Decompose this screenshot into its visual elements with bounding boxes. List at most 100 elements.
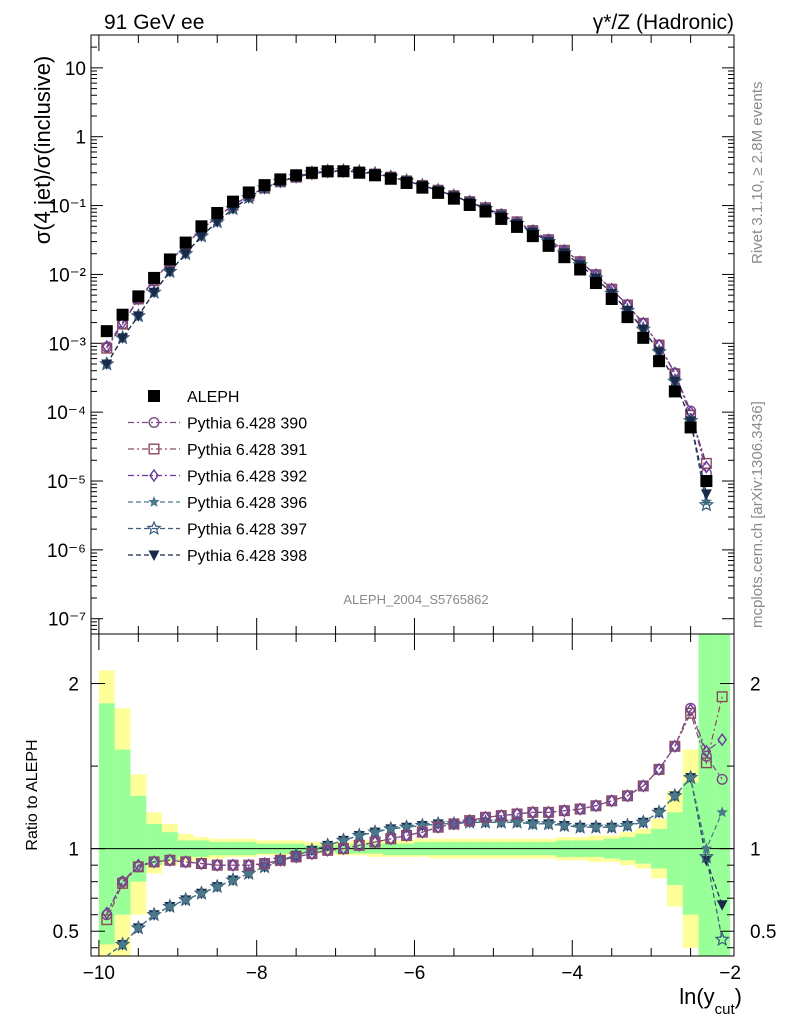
legend-pythia-6-428-396-marker xyxy=(148,496,160,507)
ratio-pythia-6-428-396-point xyxy=(590,821,602,833)
x-tick-label: −4 xyxy=(561,963,583,984)
header-left: 91 GeV ee xyxy=(104,11,204,34)
ratio-pythia-6-428-390-point xyxy=(322,844,334,856)
ratio-pythia-6-428-397-point xyxy=(556,817,573,833)
legend-pythia-6-428-397-marker xyxy=(146,520,162,536)
ratio-pythia-6-428-397-point xyxy=(383,820,399,836)
pythia-6-428-398-point xyxy=(132,311,144,322)
aleph-point xyxy=(116,308,129,321)
aleph-point xyxy=(526,230,539,243)
ratio-pythia-6-428-390-point xyxy=(337,843,349,855)
ratio-pythia-6-428-396-point xyxy=(227,874,239,885)
aleph-point xyxy=(432,186,445,199)
ratio-y-tick-label: 0.5 xyxy=(53,922,79,943)
ratio-pythia-6-428-391-point xyxy=(685,707,697,719)
pythia-6-428-398-point xyxy=(669,376,681,388)
ratio-pythia-6-428-397-point xyxy=(414,817,431,833)
green-band-bin xyxy=(98,703,115,945)
legend-pythia-6-428-392-label: Pythia 6.428 392 xyxy=(187,469,307,486)
ratio-pythia-6-428-390-point xyxy=(574,803,586,815)
axes: 10 1 10⁻¹ 10⁻² 10⁻³ 10⁻⁴ 10⁻⁵ 10⁻⁶ 10⁻⁷ −10 −8 −6 −4… xyxy=(47,34,776,984)
ratio-pythia-6-428-390-point xyxy=(227,859,239,871)
ratio-pythia-6-428-390-point xyxy=(132,861,144,873)
aleph-point xyxy=(589,277,602,290)
ratio-pythia-6-428-390-point xyxy=(558,805,570,817)
ratio-y-tick-label-right: 0.5 xyxy=(750,922,776,943)
main-y-tick-label: 10⁻³ xyxy=(49,334,87,355)
ratio-pythia-6-428-396-point xyxy=(542,817,555,829)
ratio-pythia-6-428-390-point xyxy=(416,826,428,838)
green-band-bin xyxy=(398,843,415,856)
aleph-point xyxy=(558,251,571,264)
ratio-pythia-6-428-397-point xyxy=(130,919,147,935)
ratio-pythia-6-428-390-point xyxy=(590,800,602,812)
aleph-point xyxy=(463,198,476,211)
ratio-pythia-6-428-396-point xyxy=(700,842,713,854)
rivet-version-label: Rivet 3.1.10, ≥ 2.8M events xyxy=(749,82,766,265)
ratio-pythia-6-428-396-point xyxy=(337,834,350,846)
ratio-pythia-6-428-396-point xyxy=(637,816,649,828)
ratio-pythia-6-428-391-line xyxy=(106,696,723,920)
ratio-pythia-6-428-396-point xyxy=(211,880,223,892)
ratio-pythia-6-428-390-point xyxy=(448,818,460,830)
legend-pythia-6-428-396-label: Pythia 6.428 396 xyxy=(187,495,307,512)
pythia-6-428-398-point xyxy=(101,359,113,371)
ratio-pythia-6-428-397-point xyxy=(178,891,194,907)
ratio-pythia-6-428-396-point xyxy=(684,771,697,783)
pythia-6-428-398-point xyxy=(117,333,129,344)
aleph-point xyxy=(290,169,303,182)
ratio-pythia-6-428-396-point xyxy=(369,826,381,838)
ratio-pythia-6-428-396-point xyxy=(116,938,129,950)
ratio-pythia-6-428-390-line xyxy=(106,706,723,915)
ratio-pythia-6-428-396-point xyxy=(353,829,365,841)
aleph-point xyxy=(242,186,255,199)
ratio-pythia-6-428-397-point xyxy=(588,819,604,834)
ratio-pythia-6-428-392-line xyxy=(106,708,723,914)
ratio-pythia-6-428-390-point xyxy=(621,790,633,802)
ratio-pythia-6-428-390-point xyxy=(243,859,255,871)
pythia-6-428-398-point xyxy=(148,287,160,299)
ratio-pythia-6-428-397-point xyxy=(320,837,336,852)
pythia-6-428-398-point xyxy=(211,217,223,228)
main-y-tick-label: 10⁻¹ xyxy=(49,197,87,218)
ratio-pythia-6-428-396-point xyxy=(148,908,160,920)
ratio-pythia-6-428-390-point xyxy=(385,833,397,845)
ratio-pythia-6-428-397-point xyxy=(540,815,557,831)
pythia-6-428-392-point xyxy=(117,315,128,330)
aleph-point xyxy=(416,181,429,194)
ratio-pythia-6-428-396-point xyxy=(527,817,539,829)
ratio-pythia-6-428-397-point xyxy=(114,936,131,951)
aleph-point xyxy=(637,331,650,344)
ratio-pythia-6-428-397-point xyxy=(698,848,715,864)
ratio-pythia-6-428-390-point xyxy=(495,810,507,822)
aleph-point xyxy=(148,271,161,284)
pythia-6-428-398-point xyxy=(653,347,665,358)
ratio-pythia-6-428-396-point xyxy=(511,816,523,828)
ratio-pythia-6-428-396-point xyxy=(400,821,413,833)
ratio-pythia-6-428-390-point xyxy=(180,856,192,868)
ratio-pythia-6-428-397-point xyxy=(667,787,683,803)
ratio-pythia-6-428-397-point xyxy=(714,931,730,947)
ratio-pythia-6-428-396-point xyxy=(243,867,255,879)
legend-pythia-6-428-397-label: Pythia 6.428 397 xyxy=(187,522,307,539)
x-tick-label: −10 xyxy=(83,963,115,984)
ratio-pythia-6-428-397-point xyxy=(604,819,620,834)
ratio-pythia-6-428-392-point xyxy=(717,732,728,747)
pythia-6-428-397-point xyxy=(698,496,715,512)
aleph-point xyxy=(479,205,492,218)
x-axis-label: ln(ycut) xyxy=(679,984,742,1018)
ratio-pythia-6-428-397-point xyxy=(509,814,525,829)
green-band-bin xyxy=(146,823,163,866)
legend-aleph-label: ALEPH xyxy=(187,389,239,406)
ratio-pythia-6-428-390-point xyxy=(195,858,207,870)
aleph-point xyxy=(605,292,618,305)
ratio-pythia-6-428-390-point xyxy=(306,848,318,860)
legend: ALEPH Pythia 6.428 390 Pythia 6.428 391 Pyt… xyxy=(128,389,307,565)
main-y-tick-label: 1 xyxy=(75,128,86,149)
ratio-pythia-6-428-391-point xyxy=(716,691,728,703)
header-right: γ*/Z (Hadronic) xyxy=(593,11,734,34)
ratio-pythia-6-428-396-line xyxy=(106,776,723,957)
ratio-pythia-6-428-391-point xyxy=(700,757,712,769)
main-y-tick-label: 10⁻⁵ xyxy=(47,472,86,493)
